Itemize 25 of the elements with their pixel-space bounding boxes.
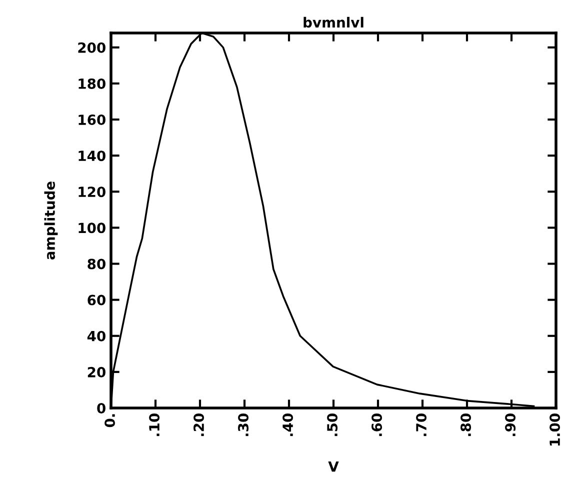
y-tick-label: 100	[78, 222, 106, 234]
x-tick-label: .20	[194, 414, 204, 436]
y-tick-label: 140	[78, 150, 106, 162]
x-tick-label: .50	[327, 414, 338, 436]
x-tick-label: .70	[416, 414, 427, 436]
x-tick-label: 0.	[104, 414, 116, 428]
x-axis-title: V	[328, 461, 339, 472]
y-axis-title: amplitude	[44, 182, 58, 260]
x-tick-label: .40	[282, 414, 294, 436]
y-tick-label: 200	[78, 42, 106, 53]
y-tick-label: 160	[78, 114, 106, 126]
y-tick-label: 80	[88, 258, 106, 270]
x-tick-label: .80	[460, 414, 472, 436]
y-tick-label: 120	[78, 186, 106, 198]
chart-title: bvmnlvl	[304, 16, 364, 28]
y-tick-label: 40	[87, 330, 106, 342]
y-tick-label: 180	[78, 78, 106, 89]
x-tick-label: .10	[149, 414, 160, 436]
x-tick-label: .90	[505, 414, 516, 436]
x-tick-label: .30	[238, 414, 249, 436]
y-tick-label: 60	[88, 294, 106, 306]
x-tick-label: .60	[372, 414, 382, 436]
x-tick-label: 1.00	[550, 414, 560, 446]
y-tick-label: 0	[97, 402, 106, 414]
y-tick-label: 20	[88, 366, 106, 378]
